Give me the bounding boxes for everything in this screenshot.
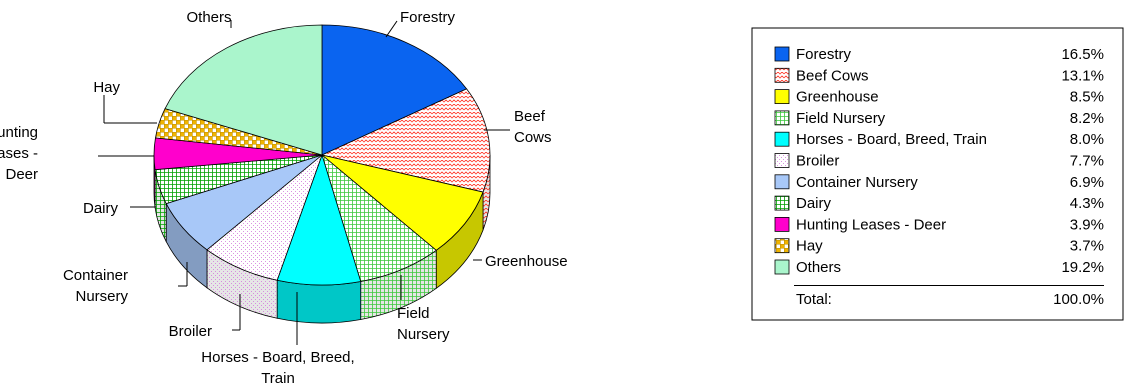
legend-value: 3.9%: [1070, 216, 1104, 233]
legend-label: Horses - Board, Breed, Train: [796, 131, 987, 148]
legend-swatch: [774, 238, 790, 254]
legend-label: Beef Cows: [796, 67, 869, 84]
legend-value: 7.7%: [1070, 153, 1104, 170]
legend-value: 16.5%: [1061, 46, 1104, 63]
legend-swatch: [774, 174, 790, 190]
legend-swatch: [774, 46, 790, 62]
legend-total-label: Total:: [796, 291, 832, 308]
chart-legend: Forestry 16.5% Beef Cows 13.1% Greenhouse 8.5…: [751, 27, 1124, 321]
legend-value: 8.2%: [1070, 110, 1104, 127]
legend-swatch: [774, 131, 790, 147]
pie-label-dairy: Dairy: [83, 200, 119, 217]
legend-value: 3.7%: [1070, 238, 1104, 255]
legend-swatch: [774, 216, 790, 232]
legend-item-hay: Hay 3.7%: [774, 238, 1104, 255]
pie-slice-beef-cows: [320, 88, 491, 193]
legend-swatch: [774, 89, 790, 104]
leader-forestry-line: [385, 20, 398, 38]
pie-label-hay: Hay: [93, 79, 120, 96]
pie-label-forestry: Forestry: [400, 9, 456, 26]
legend-label: Hunting Leases - Deer: [796, 216, 946, 233]
legend-label: Greenhouse: [796, 89, 879, 106]
legend-label: Others: [796, 259, 841, 276]
pie-slice-others: [164, 24, 323, 156]
pie-side-walls: [153, 154, 491, 324]
legend-label: Hay: [796, 238, 823, 255]
legend-item-dairy: Dairy 4.3%: [774, 195, 1104, 212]
pie-label-others: Others: [186, 9, 231, 26]
legend-label: Container Nursery: [796, 174, 918, 191]
legend-label: Field Nursery: [796, 110, 886, 127]
pie-label-greenhouse: Greenhouse: [485, 253, 568, 270]
pie-top-slices: [153, 24, 491, 286]
legend-item-others: Others 19.2%: [774, 259, 1104, 276]
pie-label-beef-cows: Beef Cows: [514, 108, 552, 146]
legend-label: Forestry: [796, 46, 852, 63]
legend-value: 19.2%: [1061, 259, 1104, 276]
pie-label-broiler: Broiler: [169, 323, 212, 340]
legend-item-broiler: Broiler 7.7%: [774, 153, 1104, 170]
legend-item-hunting-leases-deer: Hunting Leases - Deer 3.9%: [774, 216, 1104, 233]
legend-value: 8.5%: [1070, 89, 1104, 106]
legend-value: 4.3%: [1070, 195, 1104, 212]
legend-total-value: 100.0%: [1053, 291, 1104, 308]
pie-label-horses-board-breed-train: Horses - Board, Breed, Train: [201, 349, 354, 387]
legend-swatch: [774, 67, 790, 83]
pie-leader-lines: [98, 20, 510, 345]
pie-slice-field-nursery: [321, 153, 437, 282]
legend-item-beef-cows: Beef Cows 13.1%: [774, 67, 1104, 84]
legend-item-horses-board-breed-train: Horses - Board, Breed, Train 8.0%: [774, 131, 1104, 148]
pie-slice-labels: Forestry Beef Cows Greenhouse Field Nursery Ho…: [0, 9, 568, 387]
legend-swatch: [774, 195, 790, 211]
pie-label-container-nursery: Container Nursery: [63, 267, 129, 305]
legend-label: Broiler: [796, 153, 839, 170]
legend-swatch: [774, 110, 790, 126]
legend-value: 13.1%: [1061, 67, 1104, 84]
legend-rows: Forestry 16.5% Beef Cows 13.1% Greenhouse 8.5…: [774, 46, 1104, 276]
pie-slice-forestry: [321, 24, 468, 156]
legend-swatch: [774, 153, 790, 168]
pie-label-field-nursery: Field Nursery: [397, 305, 450, 343]
pie-slice-greenhouse: [321, 154, 484, 251]
pie-side-horses-board-breed-train: [276, 279, 362, 324]
legend-swatch: [774, 259, 790, 275]
legend-label: Dairy: [796, 195, 832, 212]
legend-item-field-nursery: Field Nursery 8.2%: [774, 110, 1104, 127]
legend-value: 8.0%: [1070, 131, 1104, 148]
legend-box: [751, 27, 1124, 321]
legend-item-greenhouse: Greenhouse 8.5%: [774, 89, 1104, 106]
legend-value: 6.9%: [1070, 174, 1104, 191]
legend-item-forestry: Forestry 16.5%: [774, 46, 1104, 63]
legend-item-container-nursery: Container Nursery 6.9%: [774, 174, 1104, 191]
